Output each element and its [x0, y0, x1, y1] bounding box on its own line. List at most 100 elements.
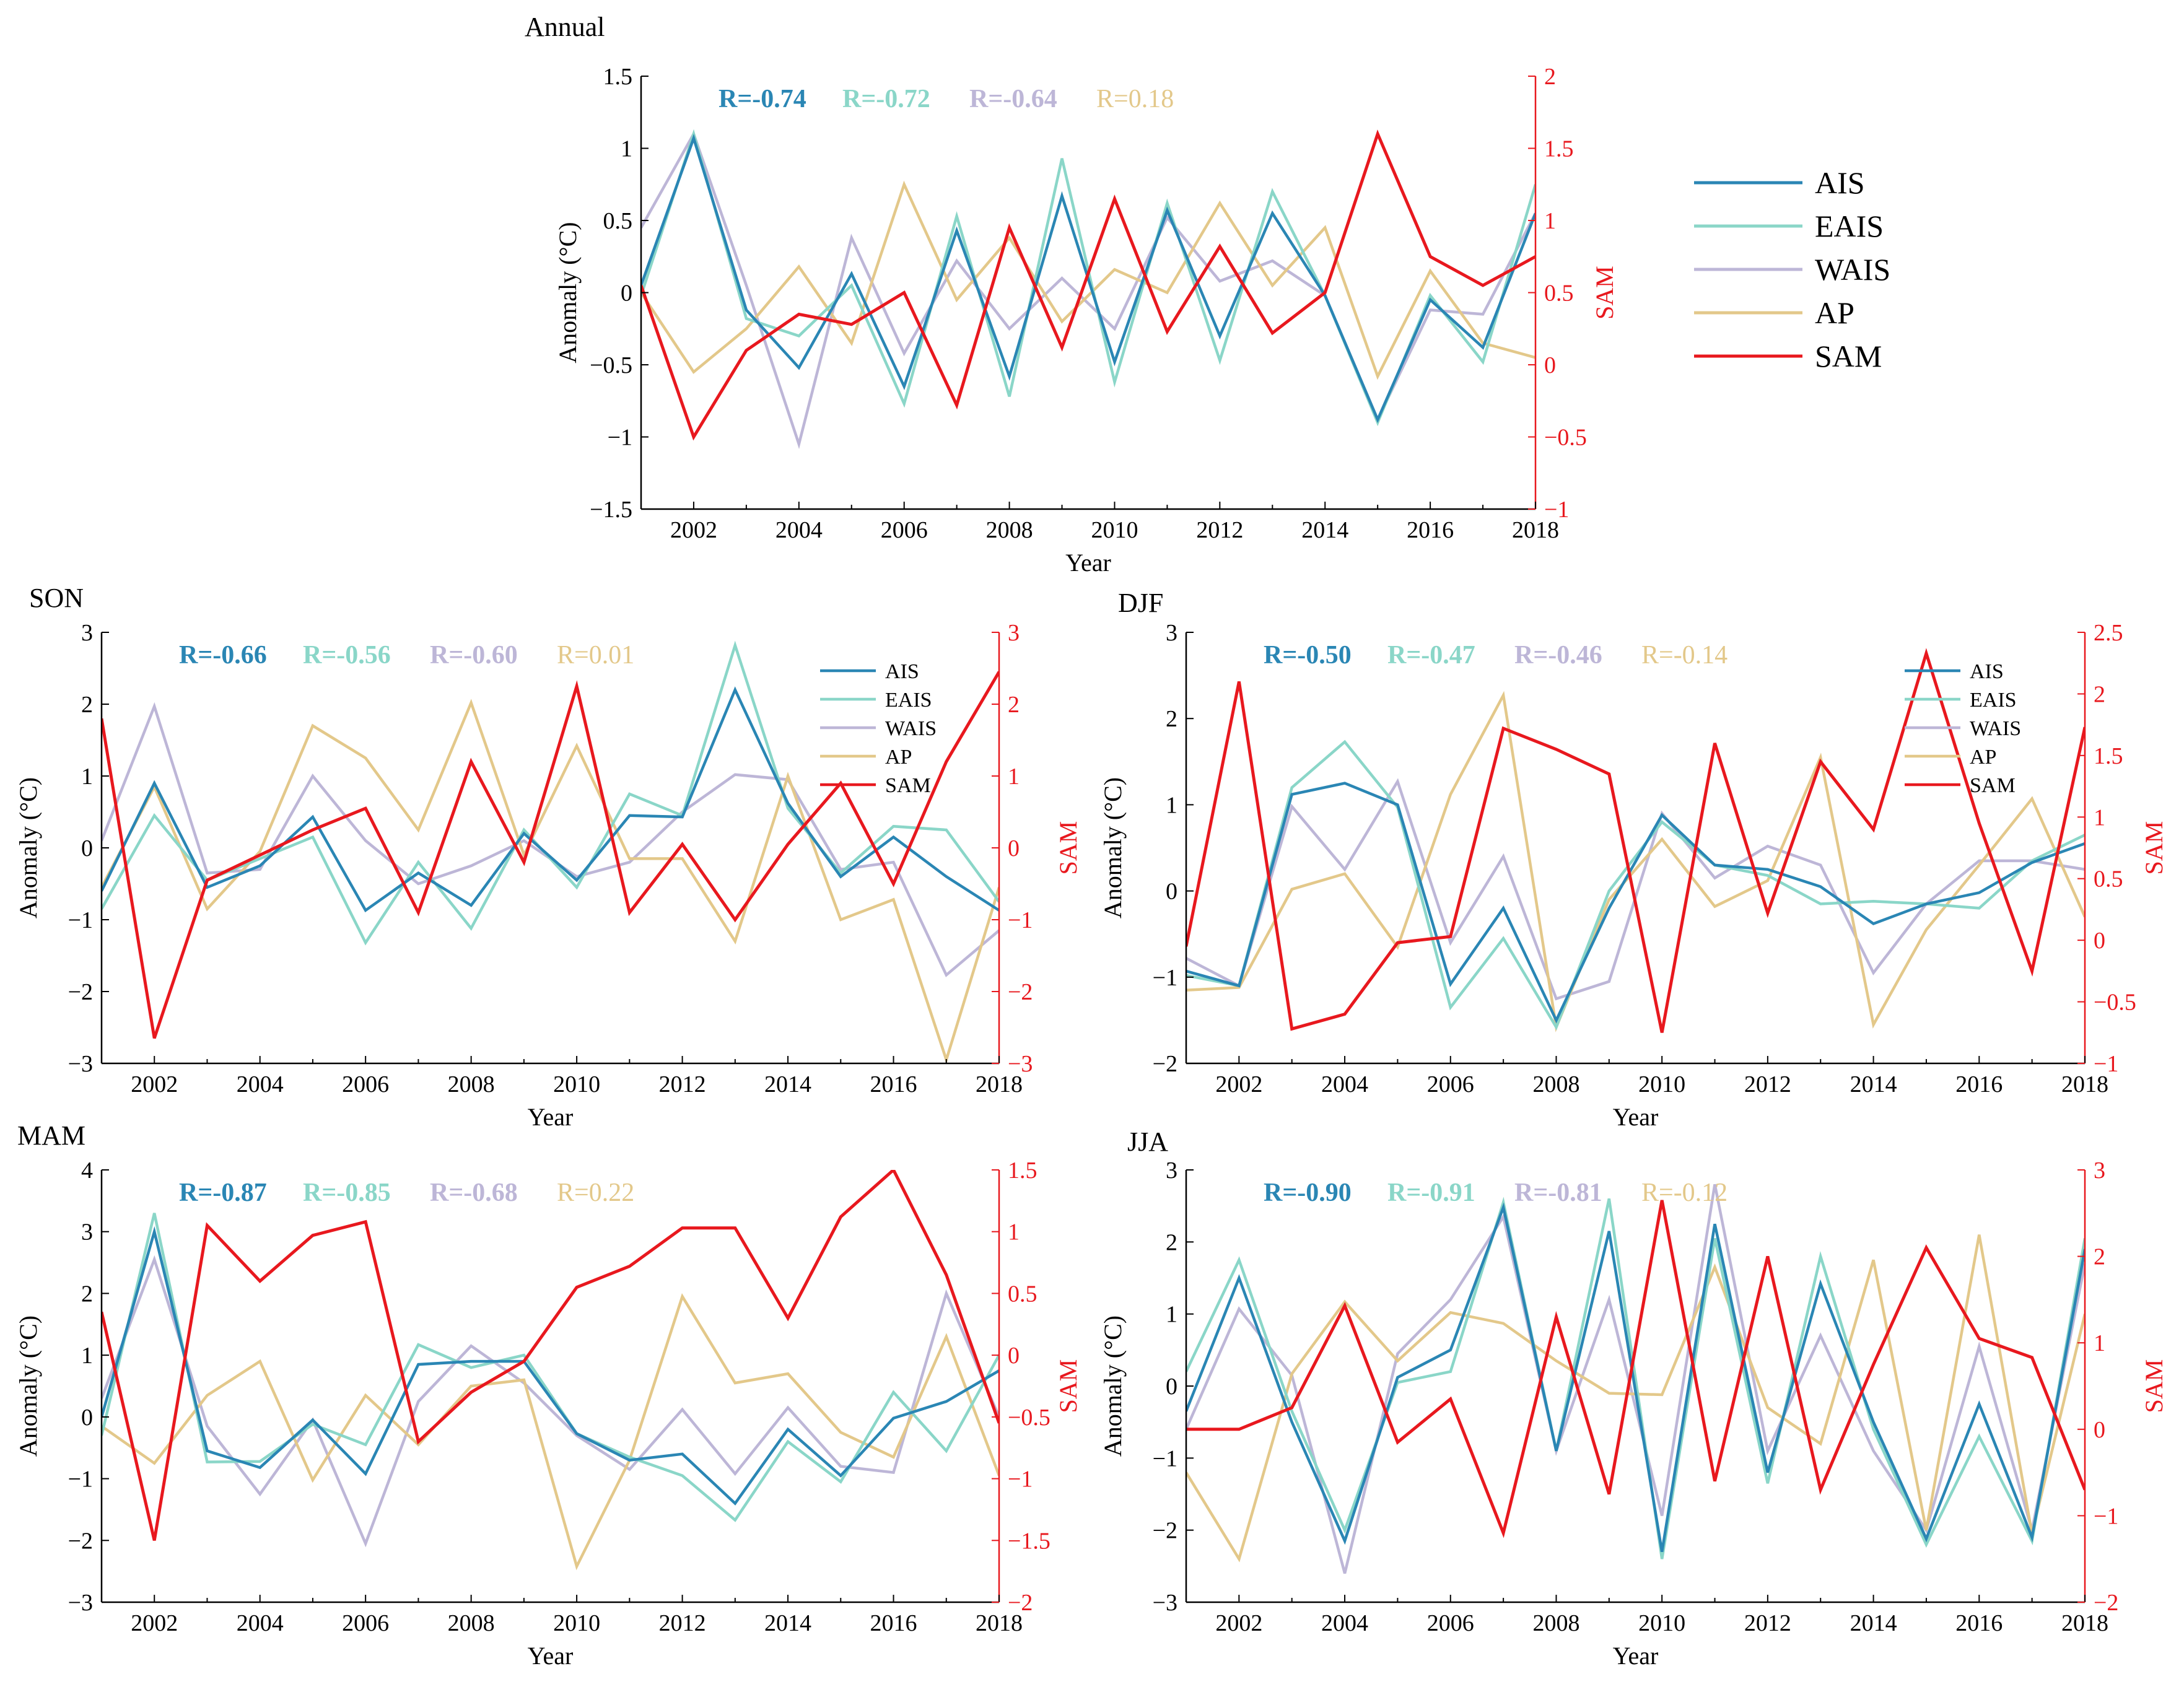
- panel-legend: AIS EAIS WAIS AP SAM: [820, 660, 937, 797]
- r-label-wais: R=-0.81: [1514, 1179, 1602, 1207]
- y-axis-label: Anomaly (°C): [1099, 1315, 1127, 1457]
- x-tick-label: 2014: [1850, 1071, 1897, 1097]
- y-tick-label: 0: [1166, 879, 1177, 905]
- y-tick-label: −2: [1153, 1518, 1177, 1544]
- y-tick-label: −1: [608, 425, 632, 451]
- series-lines: [102, 1170, 999, 1571]
- x-tick-label: 2010: [1091, 517, 1138, 543]
- y2-tick-label: 2.5: [2094, 620, 2123, 646]
- r-label-ap: R=0.22: [557, 1179, 634, 1207]
- y-tick-label: −0.5: [590, 352, 632, 378]
- legend-label-sam: SAM: [1970, 774, 2016, 797]
- series-line-wais: [102, 1255, 999, 1548]
- y-tick-label: −1.5: [590, 497, 632, 523]
- x-tick-label: 2018: [1512, 517, 1559, 543]
- x-tick-label: 2006: [1427, 1610, 1474, 1636]
- series-line-ap: [1186, 691, 2085, 1032]
- series-line-sam: [641, 129, 1535, 441]
- y2-tick-label: 0.5: [1008, 1281, 1037, 1307]
- x-tick-label: 2010: [1638, 1610, 1685, 1636]
- x-tick-label: 2014: [1301, 517, 1348, 543]
- y2-tick-label: −1: [2094, 1503, 2118, 1529]
- x-tick-label: 2014: [764, 1071, 811, 1097]
- x-tick-label: 2012: [1744, 1071, 1791, 1097]
- y2-axis-label: SAM: [1054, 821, 1082, 875]
- y2-tick-label: 1.5: [2094, 743, 2123, 769]
- x-tick-label: 2014: [764, 1610, 811, 1636]
- y2-tick-label: 0: [1008, 835, 1020, 861]
- y-tick-label: 3: [1166, 1158, 1177, 1184]
- x-tick-label: 2008: [986, 517, 1033, 543]
- global-legend-label-eais: EAIS: [1815, 209, 1884, 243]
- y2-tick-label: 0.5: [2094, 866, 2123, 892]
- x-tick-label: 2008: [448, 1071, 495, 1097]
- r-label-ap: R=0.18: [1096, 85, 1174, 113]
- chart-title: SON: [29, 583, 84, 613]
- series-line-ais: [641, 134, 1535, 424]
- y2-tick-label: −2: [1008, 979, 1033, 1005]
- x-tick-label: 2008: [1532, 1071, 1579, 1097]
- series-line-ais: [102, 686, 999, 913]
- series-line-eais: [1186, 739, 2085, 1031]
- legend-label-eais: EAIS: [885, 689, 932, 712]
- legend-label-ap: AP: [1970, 746, 1996, 769]
- y-tick-label: −1: [1153, 1446, 1177, 1472]
- y-axis-label: Anomaly (°C): [554, 222, 582, 363]
- y2-tick-label: 1.5: [1008, 1158, 1037, 1184]
- y2-axis-label: SAM: [1591, 266, 1618, 320]
- y2-tick-label: −1.5: [1008, 1528, 1051, 1554]
- x-tick-label: 2006: [342, 1071, 389, 1097]
- y2-tick-label: 0: [2094, 1417, 2105, 1443]
- y2-tick-label: −0.5: [2094, 990, 2136, 1016]
- x-tick-label: 2018: [976, 1071, 1023, 1097]
- r-label-wais: R=-0.64: [969, 85, 1057, 113]
- series-line-sam: [1186, 1200, 2085, 1538]
- y2-axis-label: SAM: [2140, 821, 2168, 875]
- chart-title: JJA: [1127, 1127, 1168, 1157]
- y-tick-label: 2: [1166, 1229, 1177, 1255]
- y-tick-label: 0: [1166, 1374, 1177, 1400]
- y2-tick-label: 1: [1008, 764, 1020, 790]
- r-label-ais: R=-0.87: [179, 1179, 267, 1207]
- x-tick-label: 2016: [870, 1610, 917, 1636]
- series-line-ais: [1186, 782, 2085, 1024]
- y-tick-label: 0: [81, 1405, 93, 1431]
- r-label-ais: R=-0.50: [1264, 641, 1352, 669]
- legend-label-eais: EAIS: [1970, 689, 2017, 712]
- x-tick-label: 2002: [1215, 1071, 1262, 1097]
- series-lines: [641, 129, 1535, 450]
- x-tick-label: 2006: [1427, 1071, 1474, 1097]
- y2-tick-label: −3: [1008, 1051, 1033, 1077]
- y2-tick-label: 2: [1008, 692, 1020, 718]
- legend-label-ap: AP: [885, 746, 912, 769]
- y2-tick-label: 1: [2094, 1330, 2105, 1356]
- y2-tick-label: 2: [2094, 681, 2105, 707]
- x-tick-label: 2004: [237, 1610, 284, 1636]
- series-lines: [1186, 1184, 2085, 1574]
- x-tick-label: 2012: [1744, 1610, 1791, 1636]
- x-tick-label: 2006: [881, 517, 928, 543]
- y2-tick-label: 1: [1008, 1219, 1020, 1245]
- series-line-wais: [102, 702, 999, 977]
- x-tick-label: 2004: [237, 1071, 284, 1097]
- global-legend-label-sam: SAM: [1815, 339, 1882, 373]
- r-label-ais: R=-0.90: [1264, 1179, 1352, 1207]
- global-legend-label-wais: WAIS: [1815, 252, 1890, 287]
- x-axis-label: Year: [528, 1642, 574, 1670]
- legend-label-sam: SAM: [885, 774, 931, 797]
- y-tick-label: −2: [68, 979, 93, 1005]
- x-axis-label: Year: [1613, 1642, 1659, 1670]
- x-tick-label: 2012: [659, 1071, 706, 1097]
- y2-tick-label: 3: [2094, 1158, 2105, 1184]
- x-tick-label: 2002: [1215, 1610, 1262, 1636]
- x-tick-label: 2016: [1407, 517, 1454, 543]
- y-tick-label: −3: [1153, 1590, 1177, 1616]
- y-tick-label: 3: [81, 620, 93, 646]
- y-tick-label: −3: [68, 1590, 93, 1616]
- series-line-ais: [1186, 1202, 2085, 1552]
- y2-tick-label: 1: [2094, 805, 2105, 831]
- y-axis-label: Anomaly (°C): [14, 777, 42, 918]
